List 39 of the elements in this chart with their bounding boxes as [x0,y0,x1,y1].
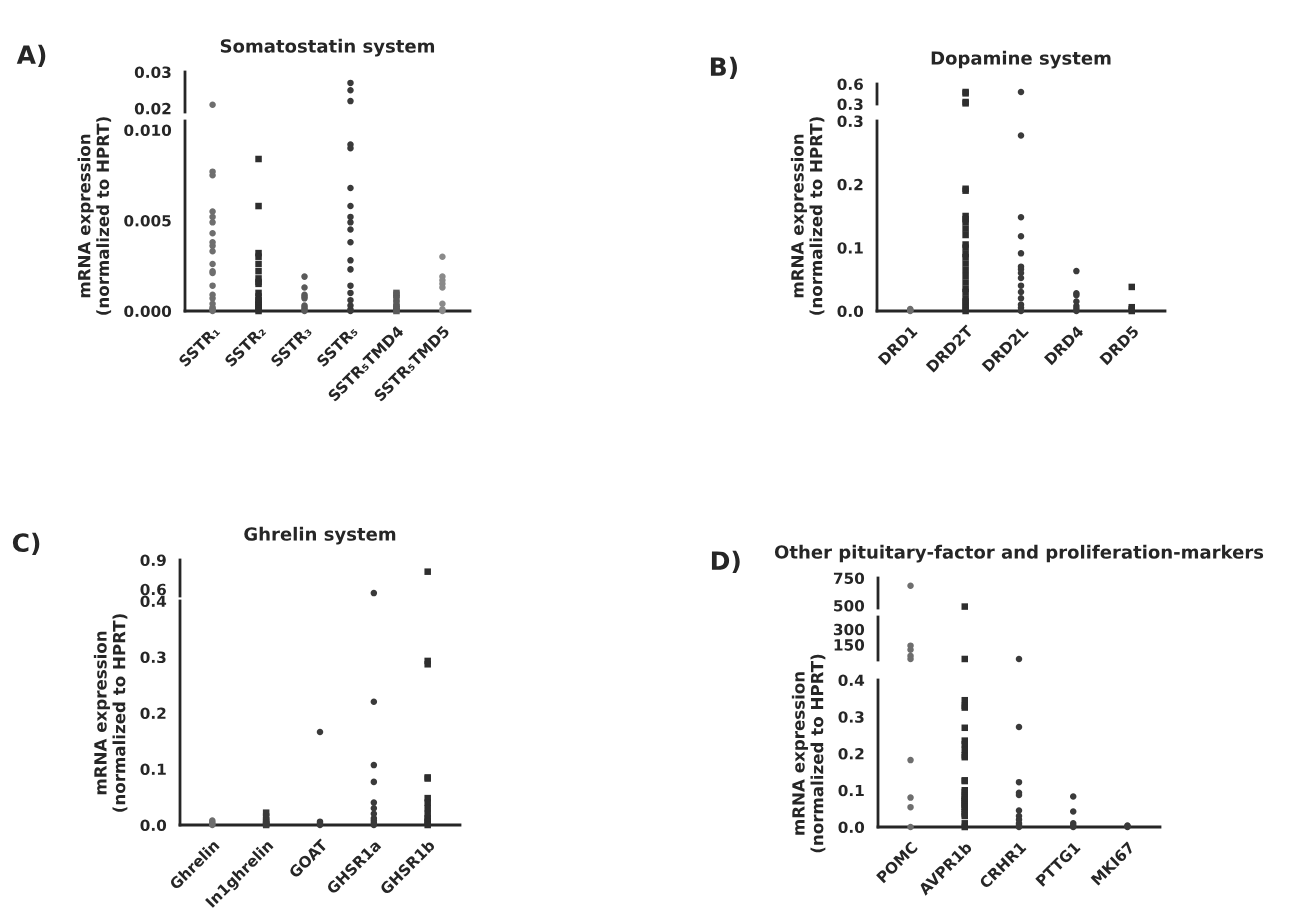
y-tick-label: 0.6 [140,583,166,596]
y-tick-label: 0.005 [124,214,171,227]
y-tick-label: 0.03 [134,66,171,79]
y-tick-label: 0.2 [140,707,166,720]
y-tick-label: 0.0 [140,819,167,832]
y-tick-label: 0.3 [837,98,863,111]
y-tick-label: 500 [834,599,865,612]
y-tick-label: 0.0 [838,821,865,834]
y-tick-label: 0.000 [124,305,172,318]
y-tick-label: 0.010 [124,124,172,137]
y-tick-label: 0.3 [838,711,864,723]
text: D) [711,550,740,574]
y-axis-title: mRNA expression (normalized to HPRT) [93,614,128,812]
y-tick-label: 0.02 [134,102,171,115]
chart-title: Other pituitary-factor and proliferation-markers [774,544,1264,563]
y-tick-label: 0.3 [140,651,166,664]
chart-title: Somatostatin system [220,38,435,57]
y-tick-label: 750 [833,572,865,585]
y-tick-label: 150 [834,639,865,651]
y-tick-label: 0.2 [838,747,864,760]
chart-title: Dopamine system [931,50,1111,69]
y-tick-label: 300 [833,623,865,636]
y-tick-label: 0.2 [837,178,863,191]
chart-title: Ghrelin system [244,526,396,545]
y-tick-label: 0.6 [837,78,863,91]
text: B) [710,56,737,80]
y-tick-label: 0.1 [838,784,864,797]
y-tick-label: 0.1 [140,763,166,776]
y-axis-title: mRNA expression (normalized to HPRT) [790,117,825,315]
y-tick-label: 0.9 [140,554,166,567]
y-tick-label: 0.4 [140,595,167,608]
y-axis-title: mRNA expression (normalized to HPRT) [77,117,112,315]
y-tick-label: 0.3 [837,115,863,128]
y-tick-label: 0.0 [837,305,864,318]
y-tick-label: 0.1 [837,242,863,254]
text: A) [16,44,46,68]
y-tick-label: 0.4 [838,674,865,687]
y-axis-title: mRNA expression (normalized to HPRT) [791,654,826,853]
text: C) [12,532,40,556]
